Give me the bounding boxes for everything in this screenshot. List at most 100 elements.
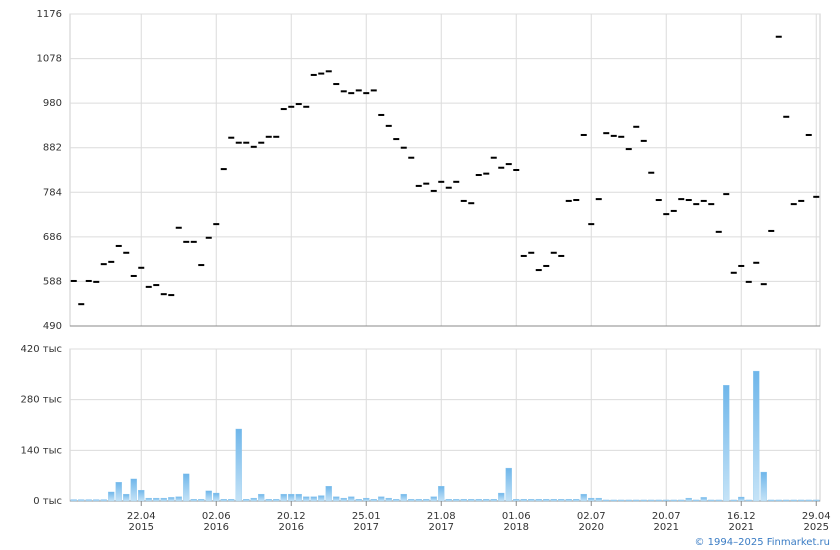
- volume-bar: [408, 499, 415, 502]
- y-tick-label: 140 тыс: [21, 445, 62, 456]
- price-mark: [288, 105, 295, 108]
- price-mark: [93, 280, 100, 283]
- volume-bar: [768, 499, 775, 502]
- price-mark: [685, 199, 692, 202]
- volume-bar: [168, 497, 175, 502]
- price-mark: [220, 168, 227, 171]
- volume-bar: [250, 497, 257, 502]
- volume-bar: [565, 499, 572, 502]
- price-mark: [400, 146, 407, 149]
- y-tick-label: 1176: [37, 9, 62, 20]
- price-mark: [85, 279, 92, 282]
- price-mark: [190, 240, 197, 243]
- volume-bar: [805, 499, 812, 502]
- price-mark: [745, 280, 752, 283]
- price-mark: [145, 285, 152, 288]
- price-mark: [235, 141, 242, 144]
- x-tick-label: 02.07: [577, 511, 606, 522]
- volume-bar: [475, 499, 482, 502]
- volume-bar: [198, 499, 205, 502]
- volume-bar: [310, 496, 317, 502]
- volume-bar: [798, 499, 805, 502]
- price-mark: [595, 198, 602, 201]
- y-tick-label: 882: [43, 143, 62, 154]
- volume-bar: [400, 493, 407, 502]
- y-tick-label: 980: [43, 98, 62, 109]
- price-mark: [78, 303, 85, 306]
- price-mark: [303, 105, 310, 108]
- price-mark: [588, 223, 595, 226]
- y-tick-label: 420 тыс: [21, 344, 62, 355]
- price-mark: [415, 184, 422, 187]
- x-tick-label: 2017: [429, 522, 454, 533]
- x-tick-label: 16.12: [727, 511, 756, 522]
- price-mark: [603, 132, 610, 135]
- x-tick-label: 2017: [354, 522, 379, 533]
- price-mark: [423, 182, 430, 185]
- volume-bar: [520, 499, 527, 502]
- volume-bar: [220, 499, 227, 502]
- x-tick-label: 2025: [804, 522, 829, 533]
- x-tick-label: 20.12: [277, 511, 306, 522]
- volume-bar: [93, 499, 100, 502]
- price-mark: [445, 186, 452, 189]
- price-mark: [438, 180, 445, 183]
- price-mark: [333, 83, 340, 86]
- x-tick-label: 2015: [129, 522, 154, 533]
- price-mark: [130, 274, 137, 277]
- x-tick-label: 22.04: [127, 511, 156, 522]
- price-mark: [498, 166, 505, 169]
- price-mark: [153, 284, 160, 287]
- y-tick-label: 490: [43, 321, 62, 332]
- volume-bar: [618, 499, 625, 502]
- x-tick-label: 29.04: [802, 511, 831, 522]
- price-mark: [483, 172, 490, 175]
- volume-bar: [663, 499, 670, 502]
- volume-bar: [580, 493, 587, 502]
- x-tick-label: 20.07: [652, 511, 681, 522]
- volume-bar: [550, 499, 557, 502]
- volume-bar: [693, 499, 700, 502]
- volume-bar: [588, 497, 595, 502]
- volume-bar: [295, 493, 302, 502]
- price-mark: [708, 203, 715, 206]
- price-mark: [160, 293, 167, 296]
- volume-bar: [115, 482, 122, 502]
- volume-bar: [685, 497, 692, 502]
- volume-bar: [213, 492, 220, 502]
- volume-bar: [325, 486, 332, 502]
- y-tick-label: 0 тыс: [33, 496, 62, 507]
- volume-bar: [655, 499, 662, 502]
- price-mark: [213, 223, 220, 226]
- volume-bar: [610, 499, 617, 502]
- volume-bar: [340, 497, 347, 502]
- price-mark: [205, 236, 212, 239]
- price-mark: [573, 199, 580, 202]
- plot-area: [69, 13, 821, 327]
- x-tick-label: 02.06: [202, 511, 231, 522]
- price-mark: [70, 279, 77, 282]
- volume-bar: [205, 490, 212, 502]
- volume-bar: [760, 471, 767, 502]
- volume-bar: [573, 499, 580, 502]
- price-mark: [370, 89, 377, 92]
- volume-bar: [498, 492, 505, 502]
- price-mark: [250, 145, 257, 148]
- volume-bar: [273, 499, 280, 502]
- price-mark: [168, 294, 175, 297]
- volume-bar: [303, 496, 310, 502]
- price-mark: [565, 199, 572, 202]
- price-mark: [468, 202, 475, 205]
- price-mark: [355, 89, 362, 92]
- volume-bar: [790, 499, 797, 502]
- volume-bar: [468, 499, 475, 502]
- price-mark: [693, 203, 700, 206]
- x-tick-label: 2018: [504, 522, 529, 533]
- price-mark: [513, 169, 520, 171]
- volume-bar: [700, 497, 707, 502]
- volume-bar: [415, 499, 422, 502]
- price-mark: [378, 113, 385, 116]
- price-mark: [325, 70, 332, 73]
- price-mark: [175, 226, 182, 229]
